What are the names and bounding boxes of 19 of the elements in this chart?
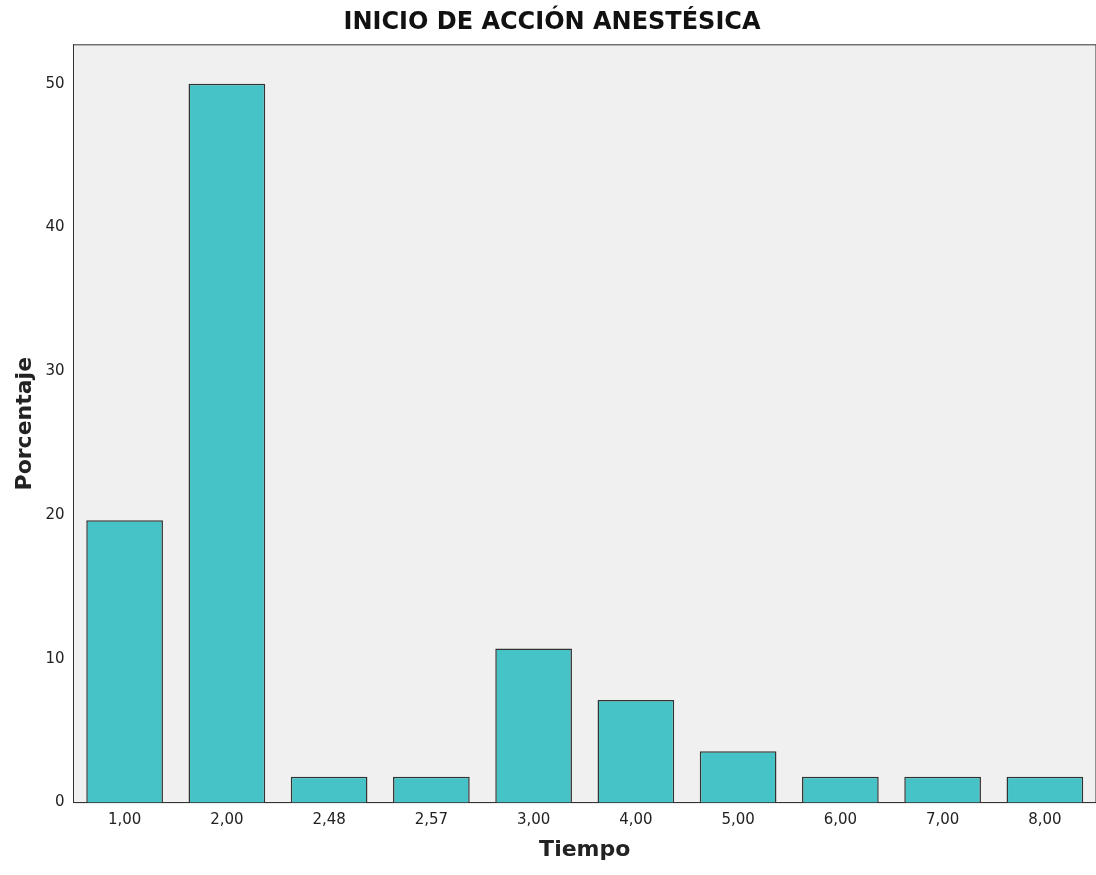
chart-title: INICIO DE ACCIÓN ANESTÉSICA [343, 4, 761, 35]
x-tick-label: 3,00 [516, 810, 551, 829]
y-tick-label: 30 [45, 361, 65, 380]
y-tick-label: 0 [54, 792, 65, 811]
y-axis-title: Porcentaje [10, 356, 36, 491]
x-tick-label: 1,00 [107, 810, 142, 829]
y-tick-label: 10 [45, 648, 65, 667]
x-tick-label: 6,00 [823, 810, 858, 829]
y-tick-label: 50 [45, 73, 65, 92]
x-axis-title: Tiempo [539, 835, 631, 861]
y-tick-label: 40 [45, 217, 65, 236]
x-tick-label: 8,00 [1028, 810, 1062, 829]
x-tick-label: 2,57 [414, 810, 449, 829]
x-tick-label: 2,48 [312, 810, 346, 829]
x-tick-label: 2,00 [210, 810, 244, 829]
x-tick-label: 5,00 [721, 810, 755, 829]
y-tick-label: 20 [45, 504, 65, 523]
x-tick-label: 7,00 [925, 810, 960, 829]
x-tick-label: 4,00 [619, 810, 653, 829]
